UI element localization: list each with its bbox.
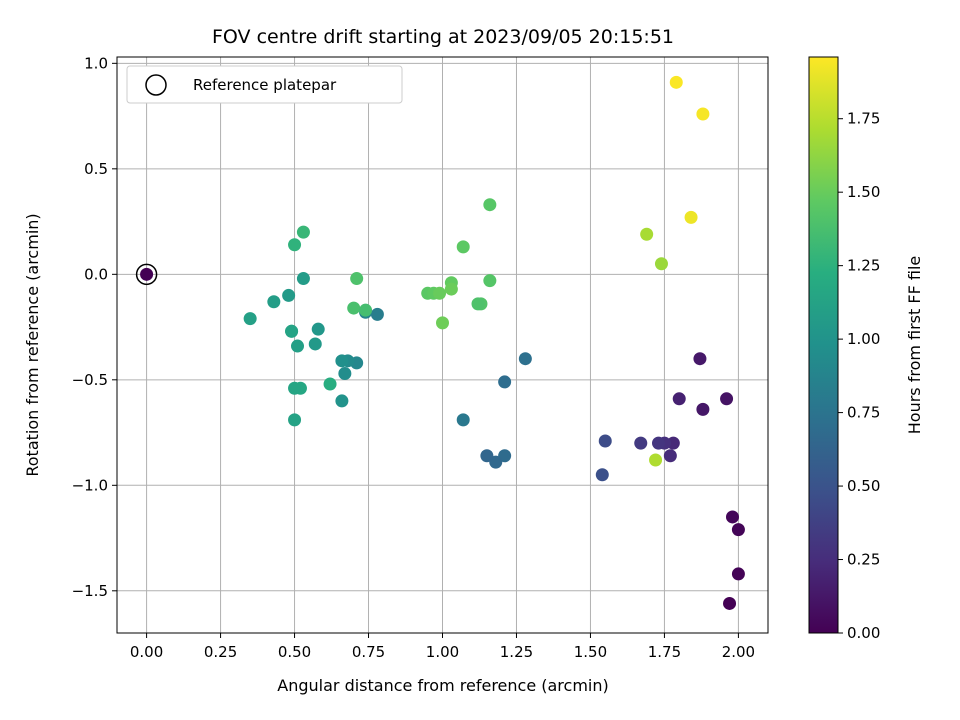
data-point: [243, 312, 257, 326]
y-tick-label: −1.5: [72, 582, 108, 600]
data-point: [308, 337, 322, 351]
data-point: [731, 567, 745, 581]
data-point: [338, 366, 352, 380]
data-point: [359, 303, 373, 317]
colorbar: 0.00 0.25 0.50 0.75 1.00 1.25 1.50 1.75 Hours f…: [808, 56, 924, 642]
data-points: [140, 75, 745, 610]
data-point: [335, 394, 349, 408]
colorbar-tick-label: 1.25: [847, 257, 880, 275]
data-point: [483, 198, 497, 212]
x-tick-label: 1.75: [648, 643, 681, 661]
colorbar-tick-label: 1.75: [847, 110, 880, 128]
data-point: [288, 413, 302, 427]
data-point: [140, 267, 154, 281]
colorbar-tick-label: 0.00: [847, 624, 880, 642]
y-tick-label: 0.5: [84, 160, 108, 178]
data-point: [347, 301, 361, 315]
data-point: [672, 392, 686, 406]
data-point: [640, 227, 654, 241]
x-tick-label: 0.75: [352, 643, 385, 661]
chart-title: FOV centre drift starting at 2023/09/05 …: [212, 26, 674, 48]
colorbar-tick-label: 1.00: [847, 330, 880, 348]
data-point: [282, 288, 296, 302]
data-point: [456, 413, 470, 427]
data-point: [444, 282, 458, 296]
colorbar-label: Hours from first FF file: [905, 256, 924, 435]
legend: Reference platepar: [126, 65, 403, 104]
colorbar-tick-label: 1.50: [847, 183, 880, 201]
legend-box: [126, 65, 403, 104]
data-point: [483, 274, 497, 288]
x-tick-label: 0.50: [278, 643, 311, 661]
colorbar-tick-label: 0.50: [847, 477, 880, 495]
data-point: [634, 436, 648, 450]
data-point: [436, 316, 449, 330]
x-axis-ticks: 0.00 0.25 0.50 0.75 1.00 1.25 1.50 1.75 2.00: [130, 633, 755, 661]
y-tick-label: −1.0: [72, 476, 108, 494]
legend-marker: [145, 74, 167, 96]
data-point: [480, 449, 494, 463]
colorbar-tick-label: 0.25: [847, 551, 880, 569]
x-tick-label: 0.00: [130, 643, 163, 661]
data-point: [288, 238, 302, 252]
x-tick-label: 1.25: [500, 643, 533, 661]
data-point: [696, 107, 710, 121]
data-point: [296, 272, 310, 286]
y-tick-label: 0.0: [84, 265, 108, 283]
data-point: [731, 523, 745, 537]
y-tick-label: 1.0: [84, 54, 108, 72]
data-point: [518, 352, 532, 366]
x-tick-label: 1.00: [426, 643, 459, 661]
reference-marker: [135, 263, 158, 286]
data-point: [649, 453, 663, 467]
data-point: [669, 75, 683, 89]
x-tick-label: 0.25: [204, 643, 237, 661]
data-point: [684, 210, 698, 224]
data-point: [456, 240, 470, 254]
data-point: [720, 392, 734, 406]
data-point: [696, 402, 710, 416]
data-point: [595, 468, 609, 482]
data-point: [725, 510, 739, 524]
data-point: [296, 225, 310, 239]
data-point: [335, 354, 349, 368]
colorbar-tick-label: 0.75: [847, 404, 880, 422]
data-point: [311, 322, 325, 336]
data-point: [288, 381, 302, 395]
colorbar-gradient: [808, 56, 839, 634]
data-point: [433, 286, 447, 300]
y-tick-label: −0.5: [72, 371, 108, 389]
legend-entry: Reference platepar: [193, 76, 337, 94]
data-point: [285, 324, 299, 338]
data-point: [498, 375, 512, 389]
data-point: [663, 449, 677, 463]
data-point: [654, 257, 668, 271]
y-axis-label: Rotation from reference (arcmin): [23, 213, 42, 476]
data-point: [323, 377, 337, 391]
data-point: [598, 434, 612, 448]
grid-lines: [117, 57, 768, 633]
colorbar-ticks: 0.00 0.25 0.50 0.75 1.00 1.25 1.50 1.75: [838, 110, 880, 642]
data-point: [291, 339, 305, 353]
data-point: [471, 297, 485, 311]
data-point: [350, 272, 364, 286]
y-axis-ticks: 1.0 0.5 0.0 −0.5 −1.0 −1.5: [72, 54, 117, 600]
x-tick-label: 1.50: [574, 643, 607, 661]
x-tick-label: 2.00: [722, 643, 755, 661]
data-point: [267, 295, 281, 309]
x-axis-label: Angular distance from reference (arcmin): [277, 676, 608, 695]
reference-platepar-marker: [135, 263, 158, 286]
data-point: [723, 596, 737, 610]
data-point: [693, 352, 707, 366]
data-point: [370, 307, 384, 321]
data-point: [652, 436, 666, 450]
